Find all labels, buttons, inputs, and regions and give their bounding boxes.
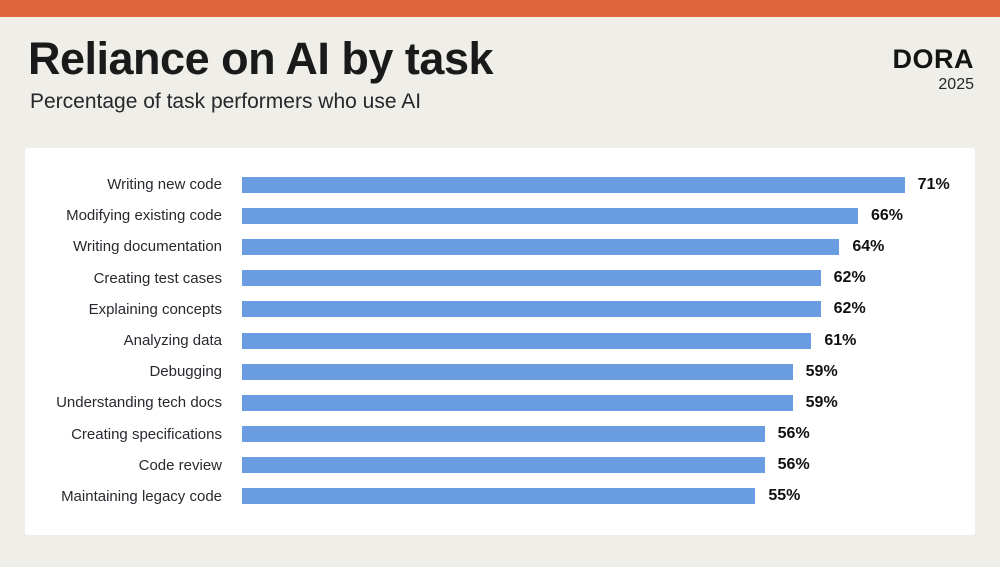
- bar: [242, 301, 821, 318]
- bar-value-label: 56%: [777, 456, 810, 474]
- bar-value-label: 59%: [805, 393, 838, 411]
- accent-top-bar: [0, 0, 1000, 17]
- bar-track: 71%: [242, 175, 975, 193]
- bar-value-label: 55%: [768, 487, 801, 505]
- bar-label: Writing new code: [107, 176, 222, 194]
- bar: [242, 457, 765, 474]
- bar-value-label: 71%: [917, 175, 950, 193]
- bar-value-label: 64%: [852, 237, 885, 255]
- bar-track: 66%: [242, 206, 975, 224]
- dora-logo-year: 2025: [938, 76, 974, 93]
- bar-label: Code review: [138, 456, 222, 474]
- bar-track: 62%: [242, 269, 975, 287]
- bar-value-label: 62%: [833, 300, 866, 318]
- bar-value-label: 62%: [833, 269, 866, 287]
- bar-chart: Writing new code 71% Modifying existing …: [25, 169, 975, 512]
- bar: [242, 394, 793, 411]
- dora-logo-text: DORA: [892, 44, 974, 74]
- bar-track: 62%: [242, 300, 975, 318]
- bar: [242, 426, 765, 443]
- bar-track: 59%: [242, 393, 975, 411]
- bar: [242, 488, 756, 505]
- bar-label: Debugging: [149, 363, 222, 381]
- chart-row: Explaining concepts 62%: [25, 294, 975, 325]
- page-subtitle: Percentage of task performers who use AI: [30, 90, 422, 113]
- bar-label: Maintaining legacy code: [61, 487, 222, 505]
- bar-track: 59%: [242, 362, 975, 380]
- bar: [242, 238, 840, 255]
- chart-row: Writing new code 71%: [25, 169, 975, 200]
- page-title: Reliance on AI by task: [28, 33, 494, 84]
- chart-row: Understanding tech docs 59%: [25, 387, 975, 418]
- bar-track: 56%: [242, 456, 975, 474]
- bar-label: Modifying existing code: [66, 207, 222, 225]
- bar: [242, 176, 905, 193]
- bar-track: 61%: [242, 331, 975, 349]
- bar-label: Writing documentation: [73, 238, 222, 256]
- chart-row: Maintaining legacy code 55%: [25, 481, 975, 512]
- bar: [242, 363, 793, 380]
- chart-row: Debugging 59%: [25, 356, 975, 387]
- dora-logo: DORA 2025: [893, 36, 975, 94]
- bar-track: 56%: [242, 425, 975, 443]
- bar-value-label: 66%: [871, 206, 904, 224]
- chart-row: Code review 56%: [25, 450, 975, 481]
- bar: [242, 270, 821, 287]
- bar-label: Explaining concepts: [88, 300, 222, 318]
- bar-label: Creating specifications: [71, 425, 222, 443]
- bar: [242, 332, 812, 349]
- chart-row: Modifying existing code 66%: [25, 200, 975, 231]
- header: Reliance on AI by task Percentage of tas…: [28, 36, 974, 114]
- bar-value-label: 56%: [777, 425, 810, 443]
- chart-row: Creating specifications 56%: [25, 419, 975, 450]
- bar: [242, 207, 858, 224]
- chart-panel: Writing new code 71% Modifying existing …: [25, 148, 975, 535]
- chart-row: Creating test cases 62%: [25, 263, 975, 294]
- bar-track: 55%: [242, 487, 975, 505]
- bar-label: Analyzing data: [123, 332, 222, 350]
- chart-row: Analyzing data 61%: [25, 325, 975, 356]
- bar-track: 64%: [242, 237, 975, 255]
- bar-value-label: 61%: [824, 331, 857, 349]
- bar-label: Understanding tech docs: [56, 394, 222, 412]
- header-titles: Reliance on AI by task Percentage of tas…: [28, 33, 494, 114]
- chart-row: Writing documentation 64%: [25, 231, 975, 262]
- bar-label: Creating test cases: [93, 269, 222, 287]
- bar-value-label: 59%: [805, 362, 838, 380]
